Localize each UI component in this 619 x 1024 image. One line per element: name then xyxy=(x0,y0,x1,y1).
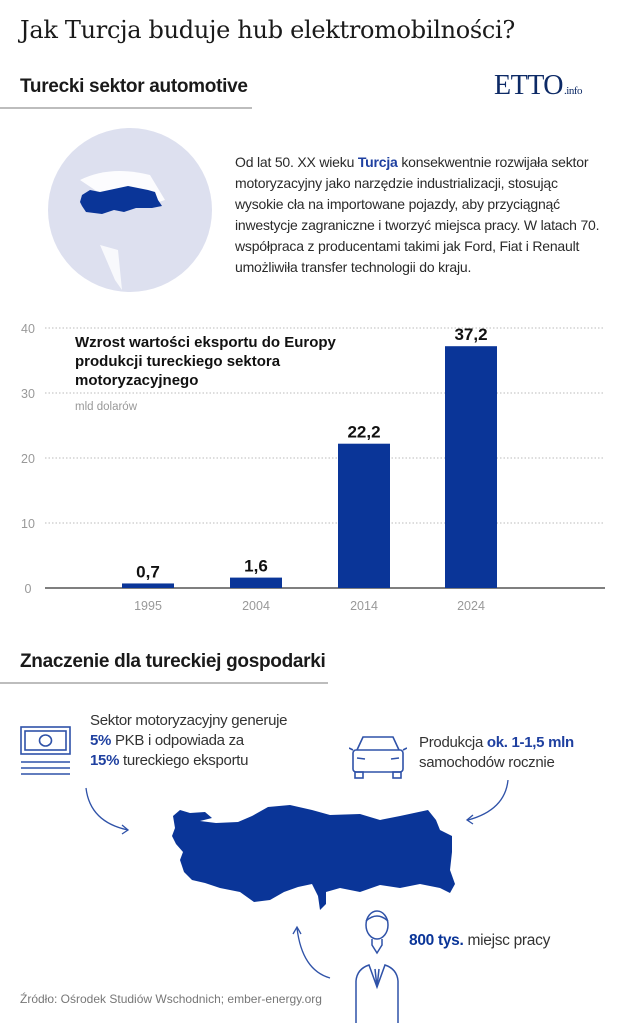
y-tick-label: 40 xyxy=(21,322,35,336)
arrow-icon xyxy=(467,780,509,821)
x-tick-label: 1995 xyxy=(134,599,162,613)
x-tick-label: 2004 xyxy=(242,599,270,613)
data-label: 37,2 xyxy=(454,325,487,344)
arrow-head-icon xyxy=(121,824,130,835)
chart-title-line: Wzrost wartości eksportu do Europy xyxy=(75,334,337,351)
bar xyxy=(338,443,390,588)
section-heading-economy: Znaczenie dla tureckiej gospodarki xyxy=(20,651,326,672)
arrow-icon xyxy=(296,927,331,979)
source-note: Źródło: Ośrodek Studiów Wschodnich; embe… xyxy=(20,992,322,1006)
turkey-map-with-arrows xyxy=(85,780,509,979)
data-label: 22,2 xyxy=(347,423,380,442)
highlight-turcja: Turcja xyxy=(357,154,398,170)
production-text: samochodów rocznie xyxy=(419,754,555,771)
export-bar-chart: 0 10 20 30 40 0,7 1995 1,6 2004 22,2 2014 37,2 2024… xyxy=(21,322,605,613)
arrow-head-icon xyxy=(292,925,302,935)
section-heading-automotive: Turecki sektor automotive xyxy=(20,76,248,97)
bar xyxy=(122,583,174,588)
y-tick-label: 20 xyxy=(21,452,35,466)
logo-suffix: .info xyxy=(564,85,583,97)
arrow-icon xyxy=(85,787,129,831)
bar xyxy=(230,577,282,588)
paragraph-text: konsekwentnie rozwijała sektor motoryzac… xyxy=(235,154,600,275)
divider xyxy=(0,682,328,684)
bar xyxy=(445,346,497,588)
jobs-text: miejsc pracy xyxy=(463,932,551,949)
data-label: 1,6 xyxy=(244,557,268,576)
globe-map-icon xyxy=(48,128,212,292)
y-axis-unit: mld dolarów xyxy=(75,401,138,413)
jobs-count: 800 tys. xyxy=(409,932,464,949)
production-text: Produkcja xyxy=(419,734,487,751)
x-tick-label: 2024 xyxy=(457,599,485,613)
money-icon xyxy=(20,726,71,775)
logo-text: ETTO xyxy=(494,70,564,101)
divider xyxy=(0,107,252,109)
intro-paragraph: Od lat 50. XX wieku Turcja konsekwentnie… xyxy=(235,152,605,278)
gdp-text: Sektor motoryzacyjny generuje xyxy=(90,712,288,729)
person-icon xyxy=(355,910,399,1023)
y-tick-label: 30 xyxy=(21,387,35,401)
arrow-head-icon xyxy=(465,814,474,825)
paragraph-text: Od lat 50. XX wieku xyxy=(235,154,358,170)
turkey-map xyxy=(172,805,455,910)
x-tick-label: 2014 xyxy=(350,599,378,613)
chart-title-line: produkcji tureckiego sektora xyxy=(75,353,281,370)
y-tick-label: 0 xyxy=(25,582,32,596)
export-percent: 15% xyxy=(90,752,120,769)
gdp-text: PKB i odpowiada za xyxy=(111,732,244,749)
data-label: 0,7 xyxy=(136,562,160,581)
gdp-percent: 5% xyxy=(90,732,112,749)
car-icon xyxy=(349,736,407,779)
page-title: Jak Turcja buduje hub elektromobilności? xyxy=(20,16,516,44)
jobs-fact: 800 tys. miejsc pracy xyxy=(409,931,550,951)
gdp-text: tureckiego eksportu xyxy=(119,752,249,769)
gdp-fact: Sektor motoryzacyjny generuje 5% PKB i o… xyxy=(90,711,288,771)
y-tick-label: 10 xyxy=(21,517,35,531)
production-volume: ok. 1-1,5 mln xyxy=(486,734,574,751)
etto-logo: ETTO.info xyxy=(494,70,583,102)
chart-title-line: motoryzacyjnego xyxy=(75,372,198,389)
production-fact: Produkcja ok. 1-1,5 mln samochodów roczn… xyxy=(419,733,574,773)
